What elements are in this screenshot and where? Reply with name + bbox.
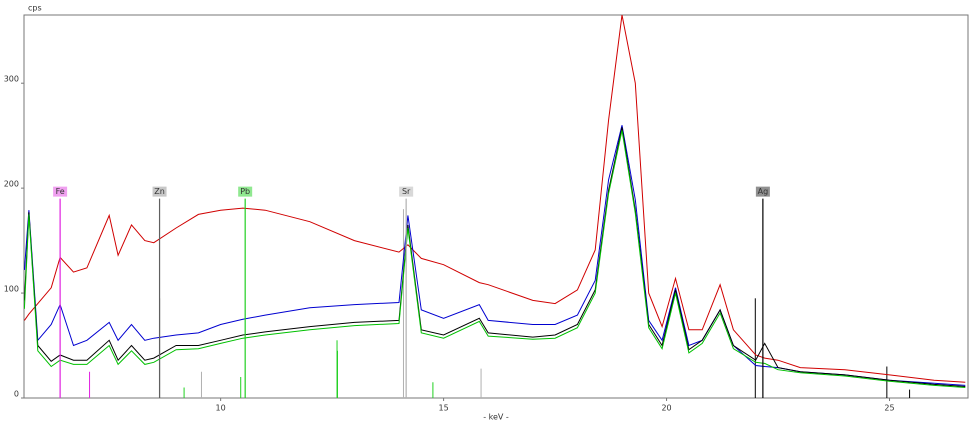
element-marker-box [238,186,253,197]
element-marker-label: Sr [402,187,411,196]
x-tick-label: 10 [216,404,226,413]
x-tick-label: 20 [661,404,671,413]
spectrum-line [24,127,966,387]
element-marker-label: Pb [240,187,250,196]
y-tick-label: 300 [4,75,19,84]
x-tick-label: 25 [884,404,894,413]
x-tick-label: 15 [439,404,449,413]
spectrum-line [24,130,966,388]
element-marker-label: Ag [758,187,769,196]
element-marker-box [53,186,68,197]
y-axis-label: cps [28,4,42,13]
plot-area [24,15,966,398]
element-marker-label: Fe [56,187,65,196]
y-tick-label: 0 [14,390,19,399]
spectrum-line [24,15,966,383]
spectrum-line [24,125,966,386]
plot-frame [23,14,969,399]
x-axis-label: - keV - [483,413,509,422]
element-marker-label: Zn [154,187,165,196]
y-tick-label: 100 [4,285,19,294]
element-marker-box [755,186,770,197]
y-tick-label: 200 [4,180,19,189]
element-marker-box [152,186,167,197]
element-marker-box [399,186,414,197]
